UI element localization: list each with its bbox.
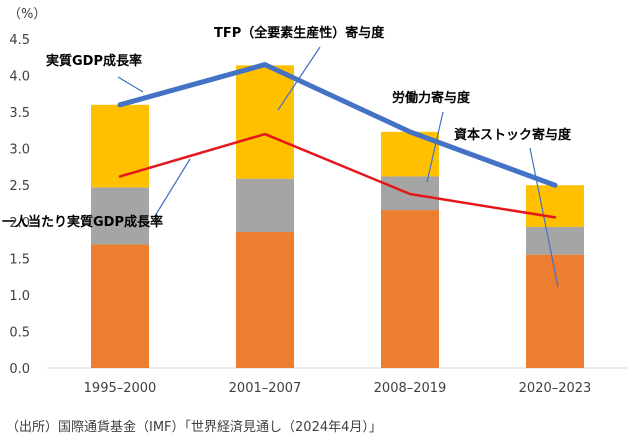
series-line-gdp — [117, 62, 558, 188]
tfp-annotation: TFP（全要素生産性）寄与度 — [214, 25, 385, 41]
bar-segment — [526, 226, 584, 255]
y-tick-label: 4.5 — [9, 33, 30, 48]
bar-segment — [236, 232, 294, 368]
y-tick-label: 3.0 — [9, 143, 30, 158]
leader-line — [529, 147, 559, 288]
bar-segment — [526, 185, 584, 227]
series-line-per-capita — [118, 132, 557, 219]
bar-segment — [91, 244, 149, 368]
leader-line — [117, 76, 144, 93]
y-tick-label: 0.5 — [9, 325, 30, 340]
bar-segment — [91, 187, 149, 245]
x-axis-ticks: 1995–2000 2001–2007 2008–2019 2020–2023 — [84, 381, 592, 396]
x-tick-label: 1995–2000 — [84, 381, 157, 396]
bars — [91, 65, 584, 368]
bar-segment — [91, 104, 149, 188]
x-tick-label: 2020–2023 — [519, 381, 592, 396]
annotations: TFP（全要素生産性）寄与度実質GDP成長率労働力寄与度資本ストック寄与度一人当… — [2, 25, 572, 230]
y-unit-label: （%） — [8, 7, 46, 22]
y-axis-ticks: 0.0 0.5 1.0 1.5 2.0 2.5 3.0 3.5 4.0 4.5 — [9, 33, 30, 377]
y-tick-label: 3.5 — [9, 106, 30, 121]
y-tick-label: 1.5 — [9, 252, 30, 267]
y-tick-label: 2.0 — [9, 216, 30, 231]
labor-annotation: 労働力寄与度 — [392, 90, 471, 106]
x-tick-label: 2001–2007 — [229, 381, 302, 396]
leader-line — [154, 158, 191, 217]
leader-line — [426, 111, 444, 183]
bar-segment — [236, 65, 294, 179]
y-tick-label: 0.0 — [9, 362, 30, 377]
capital-annotation: 資本ストック寄与度 — [454, 127, 572, 143]
bar-segment — [381, 210, 439, 368]
y-tick-label: 4.0 — [9, 70, 30, 85]
y-tick-label: 2.5 — [9, 179, 30, 194]
bar-segment — [236, 178, 294, 233]
per-capita-annotation: 一人当たり実質GDP成長率 — [2, 214, 163, 230]
series-lines — [117, 62, 558, 219]
leader-lines — [117, 46, 559, 288]
gdp-annotation: 実質GDP成長率 — [46, 53, 142, 69]
x-tick-label: 2008–2019 — [374, 381, 447, 396]
source-note: （出所）国際通貨基金（IMF）「世界経済見通し（2024年4月）」 — [6, 420, 382, 435]
y-tick-label: 1.0 — [9, 289, 30, 304]
